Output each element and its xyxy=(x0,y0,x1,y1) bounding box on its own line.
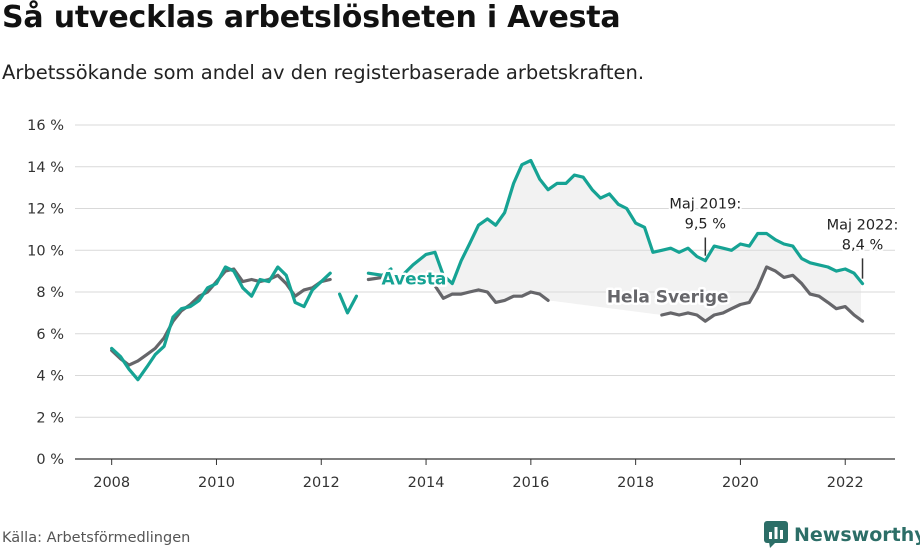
x-tick-label: 2020 xyxy=(722,475,759,491)
x-tick-label: 2022 xyxy=(827,475,864,491)
source-note: Källa: Arbetsförmedlingen xyxy=(2,530,191,546)
shaded-gap-area xyxy=(399,160,861,321)
chart-gridlines xyxy=(75,124,895,418)
y-tick-label: 2 % xyxy=(36,410,64,426)
x-tick-label: 2014 xyxy=(408,475,445,491)
y-tick-label: 0 % xyxy=(36,452,64,468)
series-line-hela-sverige xyxy=(110,267,332,367)
x-tick-label: 2008 xyxy=(93,475,130,491)
brand-name: Newsworthy xyxy=(794,524,920,546)
series-line-hela-sverige xyxy=(400,277,550,304)
chart-series-lines xyxy=(110,158,865,382)
newsworthy-bar-chart-icon xyxy=(764,521,788,548)
brand-logo[interactable]: Newsworthy xyxy=(764,520,920,550)
shaded-gap-path xyxy=(399,160,861,321)
x-tick-label: 2018 xyxy=(617,475,654,491)
series-line-hela-sverige xyxy=(660,265,865,323)
series-line-avesta xyxy=(400,158,865,286)
y-tick-label: 8 % xyxy=(36,285,64,301)
x-tick-label: 2012 xyxy=(303,475,340,491)
x-tick-label: 2010 xyxy=(198,475,235,491)
annotation-text: Maj 2019: xyxy=(669,197,741,213)
annotation-text: 9,5 % xyxy=(685,217,726,233)
annotation-text: Maj 2022: xyxy=(827,217,899,233)
y-tick-label: 16 % xyxy=(27,118,64,134)
y-tick-label: 4 % xyxy=(36,369,64,385)
y-tick-label: 6 % xyxy=(36,327,64,343)
series-line-avesta xyxy=(338,292,358,315)
series-line-avesta xyxy=(110,265,332,382)
series-line-hela-sverige xyxy=(366,275,393,282)
page-title: Så utvecklas arbetslösheten i Avesta xyxy=(2,0,621,35)
series-label: Hela Sverige xyxy=(607,287,729,307)
x-axis: 2008 2010 2012 2014 2016 2018 2020 2022 xyxy=(75,458,895,491)
y-tick-label: 14 % xyxy=(27,160,64,176)
page-subtitle: Arbetssökande som andel av den registerb… xyxy=(2,61,645,84)
chart-annotations: Maj 2019: 9,5 % Maj 2022: 8,4 % xyxy=(667,195,900,279)
y-axis-tick-labels: 0 % 2 % 4 % 6 % 8 % 10 % 12 % 14 % 16 % xyxy=(27,118,64,468)
series-labels: Avesta Hela Sverige xyxy=(379,267,731,310)
x-tick-label: 2016 xyxy=(512,475,549,491)
annotation-text: 8,4 % xyxy=(842,237,883,253)
y-tick-label: 10 % xyxy=(27,243,64,259)
series-line-avesta xyxy=(366,267,393,277)
y-tick-label: 12 % xyxy=(27,202,64,218)
series-label: Avesta xyxy=(382,270,447,290)
